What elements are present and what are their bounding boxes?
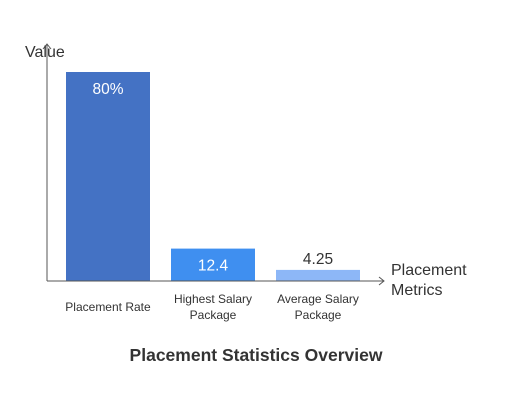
category-label: Average Salary Package	[277, 292, 359, 322]
bar	[276, 269, 360, 281]
bar	[66, 72, 150, 281]
category-label: Placement Rate	[65, 300, 151, 314]
y-axis-label: Value	[25, 44, 65, 61]
x-axis-label: Placement Metrics	[391, 262, 467, 299]
data-label: 12.4	[198, 258, 229, 275]
data-label: 80%	[92, 81, 123, 98]
x-axis-arrow-icon	[378, 276, 385, 286]
chart-title: Placement Statistics Overview	[129, 345, 383, 365]
bar	[171, 248, 255, 281]
data-label: 4.25	[303, 251, 333, 268]
y-axis-arrow-icon	[42, 43, 52, 50]
category-label: Highest Salary Package	[174, 292, 252, 322]
